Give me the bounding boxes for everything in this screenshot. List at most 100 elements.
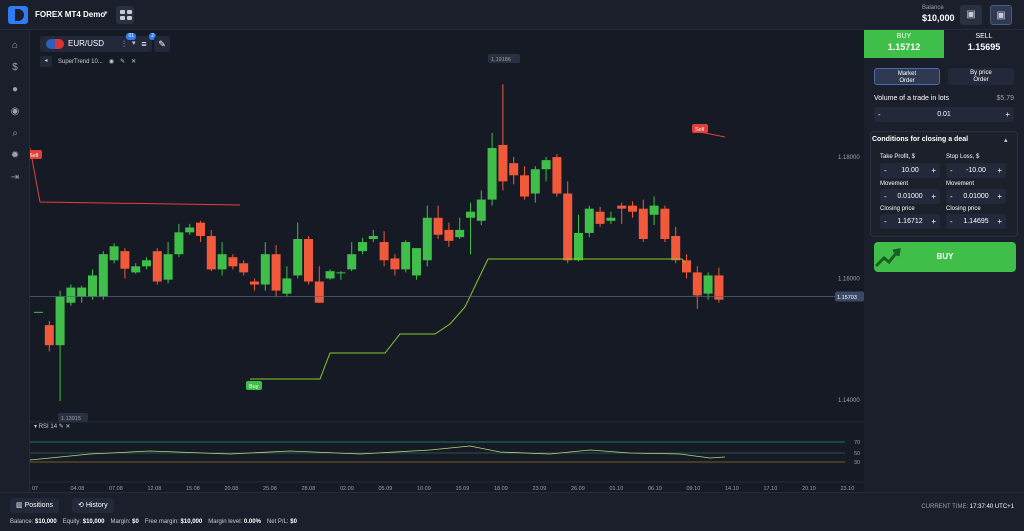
x-tick-label: 05.09 <box>379 486 393 492</box>
x-tick-label: 15.08 <box>186 486 200 492</box>
candle <box>368 235 378 240</box>
candle <box>66 287 76 303</box>
buy-tab-label: BUY <box>896 33 912 40</box>
movement-sl-value[interactable]: 0.01000 <box>963 193 989 200</box>
x-tick-label: 09.10 <box>687 486 701 492</box>
balance-value[interactable]: $10,000 <box>922 13 955 23</box>
deposit-icon[interactable]: ▣ <box>960 5 982 25</box>
pair-selector[interactable]: EUR/USD ▾ <box>40 36 140 52</box>
candle <box>109 246 119 261</box>
signal-label: Sell <box>30 153 38 159</box>
candle <box>606 217 616 221</box>
closing-tp-value[interactable]: 1.16712 <box>897 218 923 225</box>
buy-button[interactable]: BUY <box>874 242 1016 272</box>
price-chart[interactable]: 1.18000 1.16000 1.14000 Buy Sell Sell 1.15703 1… <box>30 30 864 492</box>
rsi-name: RSI 14 <box>38 424 58 430</box>
x-tick-label: 15.09 <box>456 486 470 492</box>
plus-icon[interactable]: + <box>1005 110 1010 119</box>
volume-value[interactable]: 0.01 <box>937 111 951 118</box>
candle <box>703 275 713 294</box>
candle <box>444 229 454 241</box>
movement-tp-stepper[interactable]: - 0.01000 + <box>880 189 940 204</box>
draw-tool-button[interactable]: ✎ <box>154 36 170 52</box>
grid-icon[interactable] <box>116 6 134 24</box>
account-name[interactable]: FOREX MT4 Demo <box>35 10 106 19</box>
minus-icon[interactable]: - <box>878 110 881 119</box>
stat-margin: Margin: $0 <box>110 519 138 525</box>
price-order-button[interactable]: By price Order <box>948 68 1014 85</box>
positions-label: Positions <box>24 502 53 509</box>
candle <box>314 281 324 303</box>
x-tick-label: 12.08 <box>148 486 162 492</box>
movement-sl-stepper[interactable]: - 0.01000 + <box>946 189 1006 204</box>
edit-icon[interactable]: ✎ <box>58 424 64 430</box>
stat-net-pl-label: Net P/L: <box>266 519 291 525</box>
withdraw-icon[interactable]: ▣ <box>990 5 1012 25</box>
chevron-down-icon[interactable]: ▾ <box>104 10 108 17</box>
candle <box>120 251 130 269</box>
search-icon[interactable]: ⌕ <box>12 128 18 139</box>
plus-icon[interactable]: + <box>997 217 1002 226</box>
take-profit-value[interactable]: 10.00 <box>901 167 919 174</box>
minus-icon[interactable]: - <box>884 217 887 226</box>
collapse-icon[interactable]: ▾ <box>34 424 38 430</box>
market-order-button[interactable]: Market Order <box>874 68 940 85</box>
minus-icon[interactable]: - <box>950 166 953 175</box>
candle <box>260 254 270 285</box>
high-tag <box>488 54 520 63</box>
buy-tab[interactable]: BUY 1.15712 <box>864 30 944 58</box>
chat-icon[interactable]: ◉ <box>10 106 20 117</box>
indicators-button[interactable]: ⫶ 01 <box>116 33 136 52</box>
plus-icon[interactable]: + <box>997 192 1002 201</box>
chart-area[interactable]: 1.18000 1.16000 1.14000 Buy Sell Sell 1.15703 1… <box>30 30 864 492</box>
stop-loss-value[interactable]: -10.00 <box>966 167 986 174</box>
close-icon[interactable]: ✕ <box>65 424 71 430</box>
user-icon[interactable]: ● <box>11 84 19 95</box>
close-icon[interactable]: ✕ <box>131 59 137 65</box>
candle <box>509 163 519 176</box>
stop-loss-stepper[interactable]: - -10.00 + <box>946 163 1006 178</box>
movement-tp-value[interactable]: 0.01000 <box>897 193 923 200</box>
sell-tab[interactable]: SELL 1.15695 <box>944 30 1024 58</box>
x-tick-label: 07 <box>32 486 38 492</box>
market-order-line2: Order <box>899 78 915 84</box>
x-tick-label: 18.09 <box>494 486 508 492</box>
chevron-up-icon[interactable]: ▴ <box>1004 137 1008 144</box>
plus-icon[interactable]: + <box>931 166 936 175</box>
eye-icon[interactable]: ◉ <box>108 59 115 65</box>
candle <box>530 169 540 194</box>
plus-icon[interactable]: + <box>931 217 936 226</box>
signal-label: Buy <box>249 384 259 390</box>
closing-tp-stepper[interactable]: - 1.16712 + <box>880 214 940 229</box>
minus-icon[interactable]: - <box>950 192 953 201</box>
volume-stepper[interactable]: - 0.01 + <box>874 107 1014 122</box>
closing-sl-stepper[interactable]: - 1.14695 + <box>946 214 1006 229</box>
history-tab[interactable]: ⟲ History <box>72 498 114 513</box>
edit-icon[interactable]: ✎ <box>120 59 126 65</box>
chart-settings-button[interactable]: ≡ 2 <box>136 33 156 52</box>
minus-icon[interactable]: - <box>884 166 887 175</box>
logo[interactable] <box>8 6 28 24</box>
indicator-row: ◂ SuperTrend 10... ◉ ✎ ✕ <box>40 56 136 67</box>
signal-badge <box>692 124 708 133</box>
high-label: 1.19186 <box>491 57 511 63</box>
plus-icon[interactable]: + <box>931 192 936 201</box>
take-profit-stepper[interactable]: - 10.00 + <box>880 163 940 178</box>
trading-icon[interactable]: ⌂ <box>11 40 19 51</box>
top-bar: FOREX MT4 Demo ▾ Balance $10,000 ▣ ▣ <box>0 0 1024 30</box>
candle <box>163 254 173 280</box>
dollar-icon[interactable]: $ <box>12 62 18 73</box>
closing-sl-value[interactable]: 1.14695 <box>963 218 989 225</box>
positions-tab[interactable]: ▥ Positions <box>10 498 59 513</box>
minus-icon[interactable]: - <box>884 192 887 201</box>
collapse-icon[interactable]: ◂ <box>40 56 52 67</box>
plus-icon[interactable]: + <box>997 166 1002 175</box>
y-tick-label: 1.14000 <box>838 398 860 404</box>
low-tag <box>58 413 88 422</box>
minus-icon[interactable]: - <box>950 217 953 226</box>
settings-icon[interactable]: ✹ <box>10 150 20 161</box>
candle <box>649 205 659 215</box>
logout-icon[interactable]: ⇥ <box>10 172 20 183</box>
conditions-title[interactable]: Conditions for closing a deal <box>872 136 969 143</box>
candle <box>455 229 465 238</box>
